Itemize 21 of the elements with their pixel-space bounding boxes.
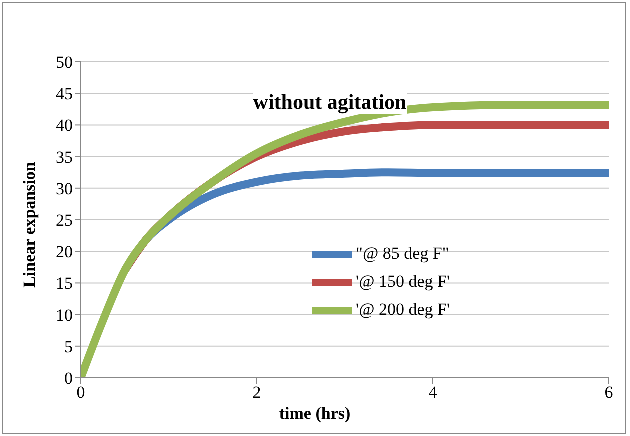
y-tick-label: 40 [56, 116, 73, 136]
legend-label: '@ 150 deg F' [356, 272, 450, 292]
x-tick-label: 2 [252, 383, 262, 402]
y-tick-label: 10 [56, 306, 73, 325]
y-tick-label: 0 [64, 369, 73, 388]
legend-label: "@ 85 deg F" [356, 244, 450, 264]
y-tick-label: 50 [56, 53, 73, 72]
y-tick-label: 5 [64, 337, 73, 356]
x-axis-title: time (hrs) [278, 404, 352, 424]
y-tick-label: 45 [56, 84, 73, 104]
legend-label: '@ 200 deg F' [356, 300, 450, 320]
y-tick-label: 25 [56, 211, 73, 230]
y-tick-label: 20 [56, 242, 73, 262]
y-tick-label: 35 [56, 148, 73, 167]
y-tick-label: 30 [56, 179, 73, 198]
y-tick-label: 15 [56, 274, 73, 294]
y-axis-title: Linear expansion [20, 162, 40, 288]
text: without agitation [253, 90, 407, 114]
x-tick-label: 6 [604, 383, 614, 402]
x-tick-label: 0 [76, 383, 86, 402]
x-tick-label: 4 [428, 383, 438, 402]
